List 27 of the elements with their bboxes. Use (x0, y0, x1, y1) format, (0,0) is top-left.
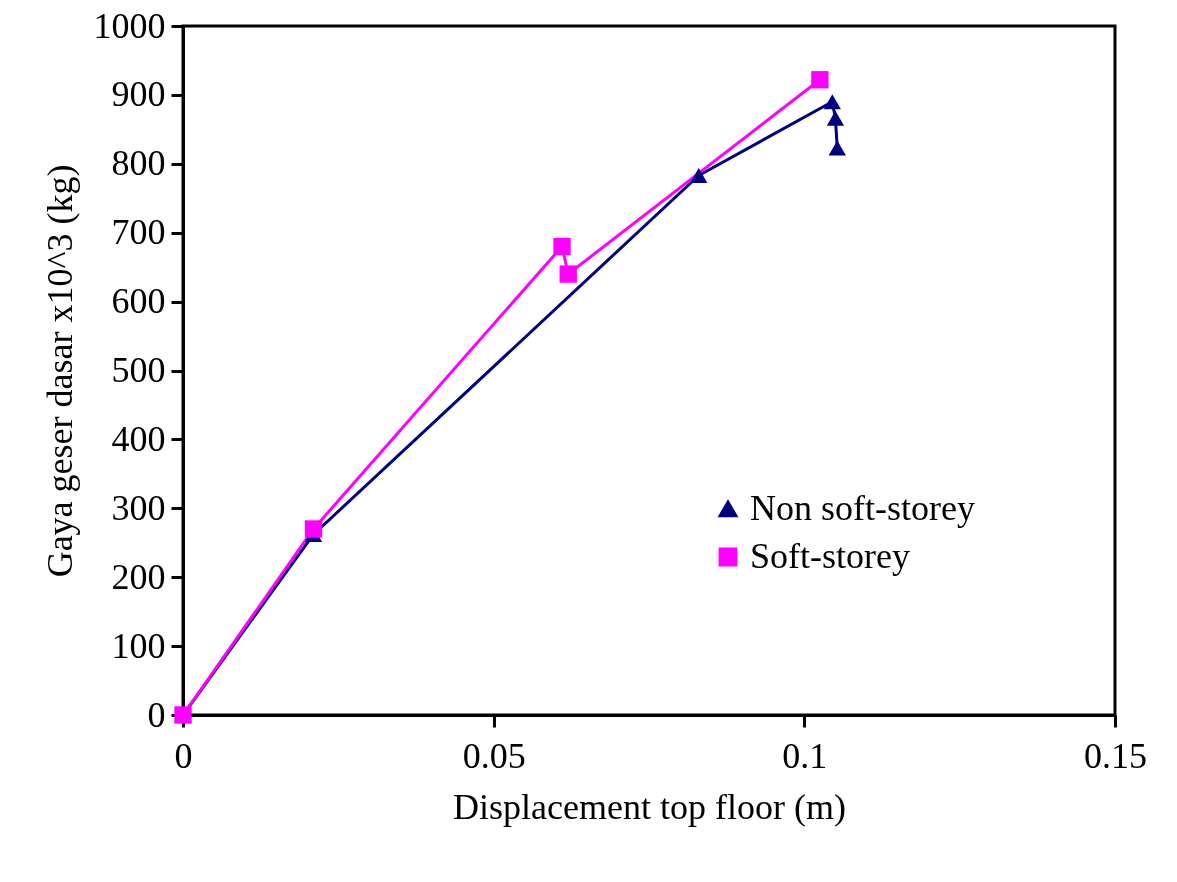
y-tick-label: 600 (111, 281, 166, 322)
point (826, 110, 845, 126)
x-tick-label: 0.1 (782, 735, 828, 776)
y-tick-label: 500 (111, 350, 166, 390)
point (304, 520, 323, 538)
y-tick-label: 300 (111, 487, 166, 528)
legend-label: Non soft-storey (750, 488, 975, 528)
x-tick-label: 0.05 (462, 735, 526, 776)
y-tick-label: 0 (147, 694, 166, 735)
y-tick-label: 200 (111, 556, 166, 597)
y-tick-label: 900 (111, 74, 166, 115)
x-tick-label: 0 (174, 735, 193, 776)
y-axis-title: Gaya geser dasar x10^3 (kg) (39, 164, 80, 578)
x-tick-label: 0.15 (1084, 735, 1147, 776)
point (559, 265, 577, 283)
point (690, 168, 708, 184)
y-tick-label: 700 (111, 212, 166, 253)
x-axis-title: Displacement top floor (m) (453, 786, 846, 827)
point (823, 94, 841, 110)
legend-label: Soft-storey (750, 536, 910, 576)
y-tick-label: 800 (111, 143, 166, 184)
point (553, 237, 571, 256)
point (811, 71, 829, 89)
y-tick-label: 1000 (93, 5, 166, 46)
y-tick-label: 100 (111, 625, 166, 666)
y-tick-label: 400 (111, 418, 166, 459)
point (828, 140, 846, 156)
